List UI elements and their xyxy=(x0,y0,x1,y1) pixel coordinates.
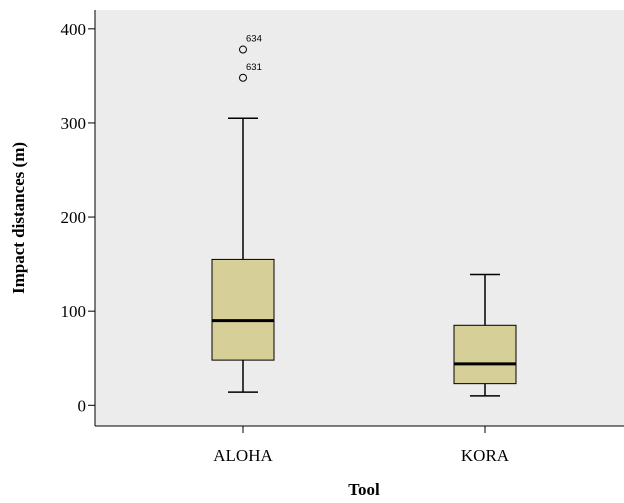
y-tick-label: 0 xyxy=(78,396,87,415)
y-axis-ticks: 0 100 200 300 400 xyxy=(61,20,95,415)
y-tick-label: 400 xyxy=(61,20,87,39)
boxes-layer: 631 634 xyxy=(211,34,517,397)
box-kora xyxy=(453,273,517,397)
x-axis-ticks: ALOHA KORA xyxy=(213,426,510,465)
box-aloha: 631 634 xyxy=(211,34,275,393)
outlier-label: 634 xyxy=(246,34,262,45)
iqr-box xyxy=(211,258,275,361)
outlier-point xyxy=(239,73,247,82)
y-tick-label: 300 xyxy=(61,114,87,133)
y-axis-label: Impact distances (m) xyxy=(9,142,28,294)
plot-area xyxy=(95,10,624,426)
x-axis-label: Tool xyxy=(348,480,380,499)
x-tick-label: KORA xyxy=(461,446,510,465)
outlier-label: 631 xyxy=(246,62,262,73)
y-tick-label: 100 xyxy=(61,302,87,321)
outlier-point xyxy=(239,45,247,54)
x-tick-label: ALOHA xyxy=(213,446,273,465)
y-tick-label: 200 xyxy=(61,208,87,227)
iqr-box xyxy=(453,324,517,385)
